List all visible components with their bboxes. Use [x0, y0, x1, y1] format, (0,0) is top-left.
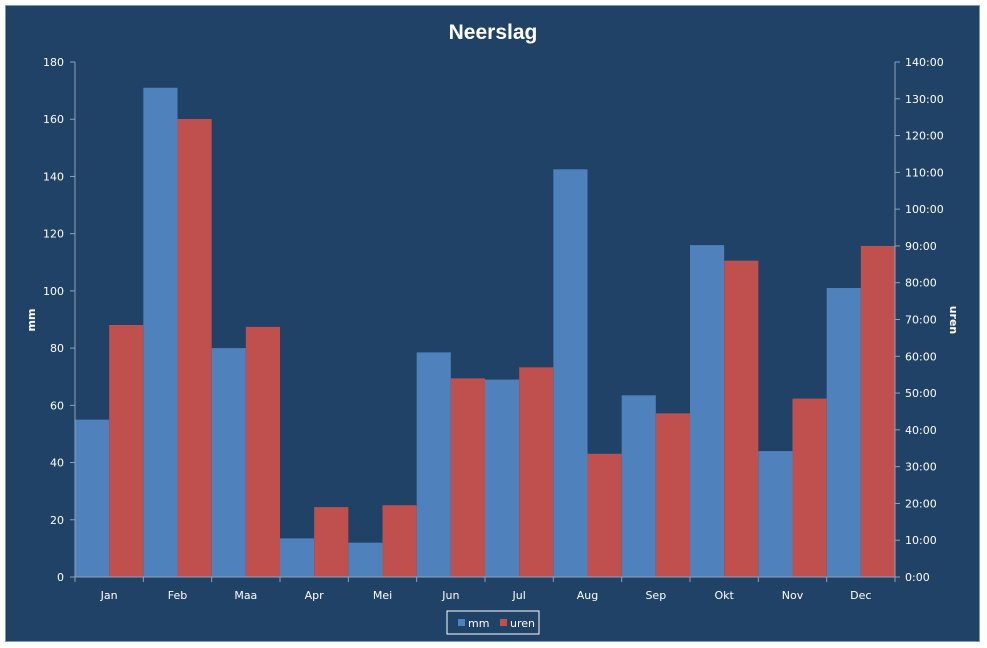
y-right-tick-label: 140:00 [905, 56, 944, 69]
bar-mm-Mei [348, 542, 383, 577]
bar-mm-Dec [826, 288, 861, 577]
y-axis-left-label: mm [25, 309, 38, 332]
y-right-tick-label: 60:00 [905, 350, 937, 363]
y-left-tick-label: 80 [50, 342, 64, 355]
bar-uren-Apr [314, 507, 349, 577]
legend-label-uren: uren [510, 617, 535, 630]
axes-group: 0 20 40 60 80 100 120 140 160 180 0:00 10:00 20:00 30… [43, 56, 944, 602]
y-right-tick-label: 100:00 [905, 203, 944, 216]
bar-mm-Jan [75, 419, 110, 577]
bar-mm-Jun [416, 352, 451, 577]
x-tick-label: Sep [645, 589, 666, 602]
y-right-tick-label: 0:00 [905, 571, 930, 584]
y-right-tick-label: 30:00 [905, 461, 937, 474]
bar-uren-Nov [792, 398, 827, 577]
y-left-tick-label: 20 [50, 514, 64, 527]
legend-box [446, 610, 540, 635]
bar-mm-Apr [280, 538, 315, 577]
x-tick-label: Feb [168, 589, 187, 602]
bars-group [75, 87, 895, 578]
x-tick-label: Nov [782, 589, 804, 602]
x-tick-label: Maa [234, 589, 257, 602]
bar-mm-Aug [553, 169, 588, 577]
y-left-tick-label: 60 [50, 399, 64, 412]
bar-mm-Sep [621, 395, 656, 577]
y-right-tick-label: 70:00 [905, 314, 937, 327]
y-right-tick-label: 20:00 [905, 497, 937, 510]
legend-swatch-uren [500, 619, 507, 626]
x-tick-label: Apr [305, 589, 325, 602]
y-right-tick-label: 90:00 [905, 240, 937, 253]
y-right-tick-label: 80:00 [905, 277, 937, 290]
y-right-tick-label: 110:00 [905, 166, 944, 179]
bar-uren-Okt [724, 260, 759, 577]
bar-uren-Jul [519, 367, 554, 577]
bar-uren-Jun [450, 378, 485, 577]
bar-uren-Dec [860, 245, 895, 577]
bar-uren-Mei [382, 505, 417, 577]
y-left-tick-label: 40 [50, 457, 64, 470]
x-tick-label: Jun [441, 589, 459, 602]
x-tick-label: Dec [850, 589, 871, 602]
y-axis-right-label: uren [947, 306, 960, 335]
y-left-tick-label: 0 [57, 571, 64, 584]
x-tick-label: Jan [100, 589, 118, 602]
x-tick-label: Mei [373, 589, 392, 602]
y-right-tick-label: 120:00 [905, 130, 944, 143]
bar-uren-Jan [109, 325, 144, 577]
bar-mm-Maa [211, 348, 246, 577]
y-right-tick-label: 10:00 [905, 534, 937, 547]
x-tick-label: Jul [512, 589, 526, 602]
y-left-tick-label: 140 [43, 170, 64, 183]
legend: mm uren [446, 610, 540, 635]
bar-mm-Nov [758, 451, 793, 577]
y-right-tick-label: 130:00 [905, 93, 944, 106]
bar-uren-Maa [245, 326, 280, 577]
y-left-tick-label: 160 [43, 113, 64, 126]
legend-label-mm: mm [468, 617, 489, 630]
y-left-tick-label: 100 [43, 285, 64, 298]
y-right-tick-label: 50:00 [905, 387, 937, 400]
y-right-tick-label: 40:00 [905, 424, 937, 437]
y-left-tick-label: 120 [43, 228, 64, 241]
bar-uren-Aug [587, 453, 622, 577]
chart-title: Neerslag [449, 21, 538, 44]
x-tick-label: Okt [714, 589, 734, 602]
bar-uren-Feb [177, 119, 212, 578]
y-left-tick-label: 180 [43, 56, 64, 69]
bar-mm-Feb [143, 87, 178, 577]
bar-mm-Okt [690, 245, 725, 577]
bar-mm-Jul [485, 379, 520, 577]
x-tick-label: Aug [577, 589, 598, 602]
legend-swatch-mm [458, 619, 465, 626]
bar-uren-Sep [655, 413, 690, 577]
